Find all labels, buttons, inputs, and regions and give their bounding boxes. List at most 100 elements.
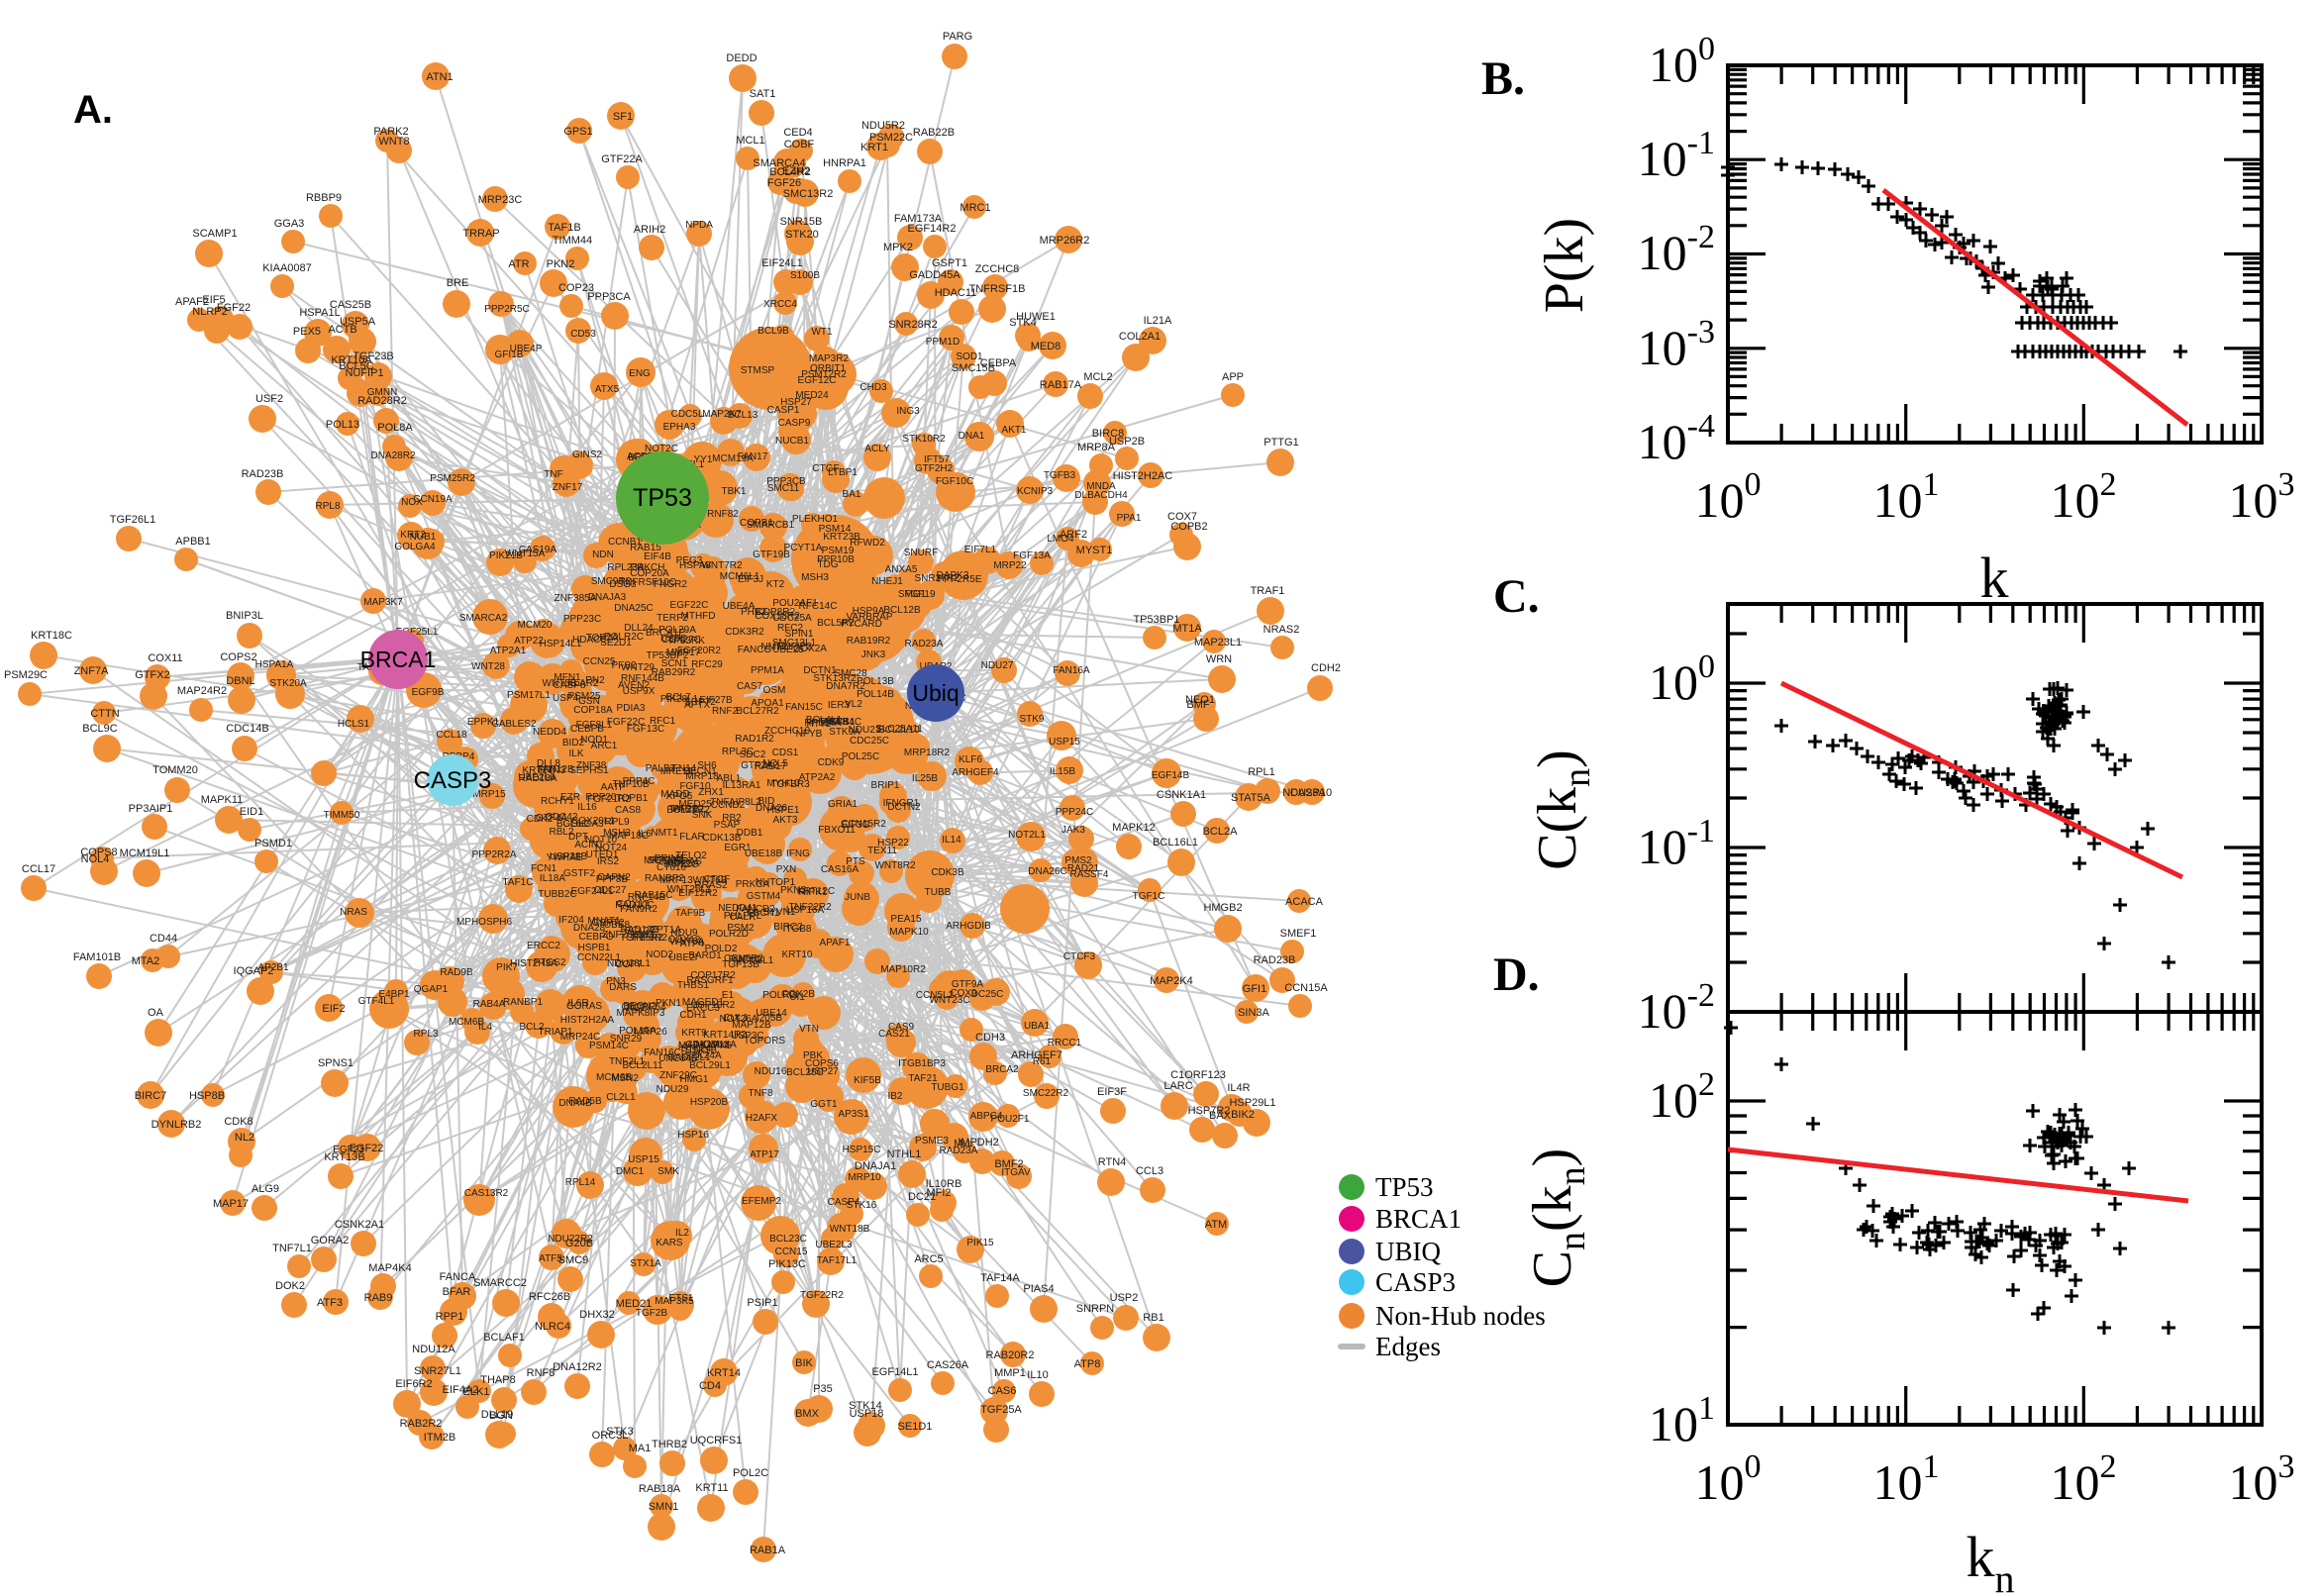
svg-text:BCL2L11: BCL2L11: [623, 1060, 663, 1071]
svg-text:NDU16: NDU16: [755, 1066, 787, 1077]
svg-text:PPP20: PPP20: [585, 792, 617, 803]
svg-text:USP16A: USP16A: [786, 905, 825, 916]
svg-text:CD44: CD44: [150, 933, 177, 945]
svg-text:STK14: STK14: [849, 1400, 882, 1412]
svg-text:ACACA: ACACA: [1285, 896, 1324, 908]
svg-text:POL13: POL13: [326, 419, 359, 431]
svg-text:STAT5A: STAT5A: [1231, 792, 1271, 804]
svg-text:Non-Hub nodes: Non-Hub nodes: [1375, 1301, 1546, 1331]
svg-text:H2AFX: H2AFX: [746, 1113, 778, 1124]
svg-text:TGF23B: TGF23B: [353, 350, 394, 362]
svg-text:COX11: COX11: [148, 652, 182, 664]
svg-text:DCTN1: DCTN1: [803, 665, 837, 676]
svg-text:IL18A: IL18A: [540, 873, 565, 884]
svg-text:FANCA: FANCA: [440, 1271, 476, 1283]
svg-text:PARK2: PARK2: [373, 126, 408, 138]
svg-text:MAP3K7: MAP3K7: [363, 597, 403, 608]
svg-text:NLRC4: NLRC4: [535, 1321, 570, 1333]
svg-text:COX2A: COX2A: [793, 644, 827, 654]
svg-text:LARC: LARC: [1163, 1080, 1192, 1092]
svg-text:RAD23B: RAD23B: [1254, 954, 1296, 966]
svg-text:COPS6: COPS6: [805, 1058, 839, 1069]
svg-text:PEA15: PEA15: [890, 914, 922, 925]
svg-text:RPL9: RPL9: [604, 817, 629, 828]
svg-text:JAK3: JAK3: [1061, 825, 1085, 836]
svg-text:CD4: CD4: [699, 1380, 721, 1392]
svg-text:PPM1D: PPM1D: [926, 337, 960, 348]
svg-text:GORA2: GORA2: [311, 1235, 350, 1247]
svg-text:MAP4K4: MAP4K4: [368, 1262, 411, 1274]
svg-text:NDU9: NDU9: [670, 928, 698, 939]
svg-text:VL2: VL2: [845, 699, 862, 710]
svg-text:GOLGA4: GOLGA4: [394, 542, 436, 552]
svg-text:SMC22R2: SMC22R2: [1023, 1088, 1069, 1099]
svg-text:RAB1A: RAB1A: [750, 1545, 786, 1556]
svg-text:TAF1C: TAF1C: [503, 877, 534, 888]
svg-text:DNA1: DNA1: [959, 431, 985, 442]
svg-text:EIF24L1: EIF24L1: [761, 257, 803, 269]
svg-text:NDU28L1: NDU28L1: [607, 958, 651, 969]
svg-text:CASP1: CASP1: [767, 405, 800, 416]
svg-text:TP53: TP53: [1375, 1172, 1434, 1202]
svg-text:NEO1: NEO1: [1185, 694, 1215, 706]
svg-text:NDU12A: NDU12A: [412, 1344, 455, 1355]
svg-text:BRCA2: BRCA2: [985, 1064, 1019, 1075]
svg-text:ITM2B: ITM2B: [424, 1432, 455, 1444]
svg-text:FGF10C: FGF10C: [936, 476, 973, 487]
svg-text:SMARCB1: SMARCB1: [747, 520, 795, 531]
svg-text:MPHOSPH6: MPHOSPH6: [456, 917, 513, 928]
svg-text:PP3AIP1: PP3AIP1: [129, 803, 173, 815]
svg-text:USP28B: USP28B: [550, 851, 588, 862]
svg-text:GSTM4: GSTM4: [747, 891, 781, 902]
svg-text:RFC14C: RFC14C: [799, 601, 838, 612]
svg-text:RPL1: RPL1: [1248, 766, 1275, 778]
svg-text:BA1: BA1: [843, 489, 861, 500]
svg-text:RAD23B: RAD23B: [242, 468, 284, 480]
svg-text:IL4R: IL4R: [1227, 1082, 1250, 1094]
svg-text:CDC5L: CDC5L: [671, 409, 704, 420]
svg-text:CAS6: CAS6: [988, 1385, 1017, 1397]
svg-text:BIK2: BIK2: [1231, 1109, 1255, 1121]
svg-text:DC21: DC21: [908, 1191, 936, 1203]
svg-text:PSM17L1: PSM17L1: [507, 690, 551, 701]
svg-text:HSPA1L: HSPA1L: [299, 307, 340, 319]
svg-text:SMC11: SMC11: [767, 483, 800, 494]
svg-text:POL2C: POL2C: [733, 1467, 768, 1479]
svg-text:PEX5: PEX5: [293, 326, 321, 338]
svg-text:RAB29R2: RAB29R2: [652, 667, 696, 678]
svg-text:CTTN: CTTN: [90, 708, 119, 720]
svg-text:NHEJ1: NHEJ1: [871, 576, 903, 587]
svg-text:UBIQ: UBIQ: [1375, 1237, 1441, 1266]
svg-text:WNT7R2: WNT7R2: [701, 560, 743, 571]
svg-text:APAF2: APAF2: [175, 296, 209, 308]
svg-text:POLR2D: POLR2D: [709, 929, 749, 940]
svg-text:STX1A: STX1A: [630, 1258, 661, 1269]
svg-text:NOT26A: NOT26A: [720, 1014, 758, 1025]
svg-text:IL25B: IL25B: [912, 773, 938, 784]
svg-text:BIRC2: BIRC2: [773, 922, 803, 933]
svg-text:EID1: EID1: [240, 806, 263, 818]
svg-text:TEX11: TEX11: [867, 846, 897, 856]
svg-text:TGF26L1: TGF26L1: [110, 514, 155, 526]
svg-text:ATP8: ATP8: [1074, 1358, 1101, 1370]
svg-text:FAN15C: FAN15C: [785, 702, 823, 713]
svg-text:PN2: PN2: [585, 675, 605, 686]
svg-text:GSTF2: GSTF2: [563, 868, 596, 879]
svg-text:SNRPN: SNRPN: [1076, 1303, 1115, 1315]
svg-text:NRAS: NRAS: [340, 907, 367, 918]
svg-text:B.: B.: [1481, 52, 1525, 105]
svg-text:BIRC7: BIRC7: [135, 1090, 166, 1102]
svg-text:DNA26: DNA26: [756, 803, 788, 814]
svg-text:FGF20R2: FGF20R2: [677, 646, 721, 656]
svg-text:PPP8B: PPP8B: [596, 874, 629, 885]
svg-text:RAB22B: RAB22B: [913, 127, 955, 139]
svg-text:RCHY1: RCHY1: [541, 796, 574, 807]
svg-text:PSAP: PSAP: [714, 820, 741, 831]
svg-text:MAP24R2: MAP24R2: [177, 685, 227, 697]
svg-text:MRP10: MRP10: [848, 1172, 881, 1183]
svg-text:KCNIP3: KCNIP3: [1017, 486, 1054, 497]
svg-text:EGF22C: EGF22C: [670, 600, 709, 611]
svg-text:NEDD4: NEDD4: [533, 727, 566, 738]
svg-text:TOPORS: TOPORS: [744, 1036, 785, 1047]
svg-text:HSP29L1: HSP29L1: [1229, 1097, 1275, 1109]
